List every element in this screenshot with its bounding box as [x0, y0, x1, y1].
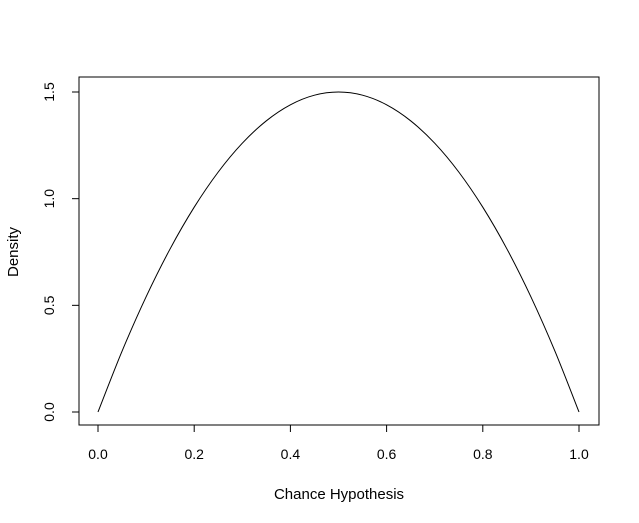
y-tick-label: 1.0 [41, 189, 57, 209]
series-layer [97, 91, 580, 413]
x-tick-label: 1.0 [569, 446, 589, 462]
y-axis-title: Density [5, 226, 22, 277]
y-tick-label: 0.5 [41, 295, 57, 315]
x-tick-label: 0.6 [377, 446, 397, 462]
x-tick-label: 0.0 [88, 446, 108, 462]
x-axis: 0.0 0.2 0.4 0.6 0.8 1.0 [88, 424, 589, 462]
density-curve [97, 91, 580, 413]
y-tick-label: 1.5 [41, 82, 57, 102]
plot-frame [78, 76, 600, 426]
x-tick-label: 0.2 [184, 446, 204, 462]
y-tick-label: 0.0 [41, 402, 57, 422]
x-tick-label: 0.8 [473, 446, 493, 462]
x-tick-label: 0.4 [281, 446, 301, 462]
y-axis: 0.0 0.5 1.0 1.5 [41, 82, 80, 422]
x-axis-title: Chance Hypothesis [274, 486, 404, 503]
